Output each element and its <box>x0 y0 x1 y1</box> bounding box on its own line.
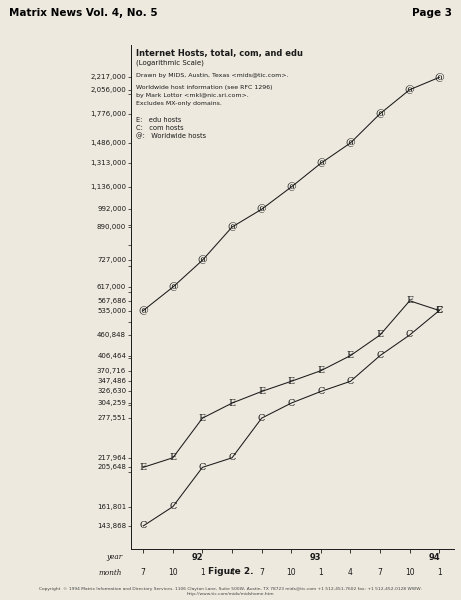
Text: E:   edu hosts: E: edu hosts <box>136 116 182 122</box>
Text: 992,000: 992,000 <box>97 206 126 212</box>
Text: 10: 10 <box>286 568 296 577</box>
Text: 10: 10 <box>405 568 414 577</box>
Text: 326,630: 326,630 <box>97 388 126 394</box>
Text: @: @ <box>375 109 385 118</box>
Text: 347,486: 347,486 <box>97 378 126 384</box>
Text: C: C <box>347 377 354 386</box>
Text: 727,000: 727,000 <box>97 257 126 263</box>
Text: C: C <box>140 521 147 530</box>
Text: E: E <box>436 306 443 315</box>
Text: 1,313,000: 1,313,000 <box>90 160 126 166</box>
Text: 1: 1 <box>200 568 205 577</box>
Text: C: C <box>406 331 414 340</box>
Text: C: C <box>317 387 325 396</box>
Text: Page 3: Page 3 <box>412 8 452 18</box>
Text: E: E <box>317 366 325 375</box>
Text: C: C <box>376 351 384 360</box>
Text: 1,486,000: 1,486,000 <box>90 140 126 146</box>
Text: 10: 10 <box>168 568 177 577</box>
Text: E: E <box>199 413 206 422</box>
Text: @: @ <box>138 306 148 315</box>
Text: 890,000: 890,000 <box>97 224 126 230</box>
Text: C: C <box>228 453 236 462</box>
Text: E: E <box>288 377 295 386</box>
Text: 535,000: 535,000 <box>97 308 126 314</box>
Text: 1: 1 <box>319 568 323 577</box>
Text: Drawn by MIDS, Austin, Texas <mids@tic.com>.: Drawn by MIDS, Austin, Texas <mids@tic.c… <box>136 73 289 78</box>
Text: @: @ <box>346 139 355 148</box>
Text: E: E <box>169 453 177 462</box>
Text: 7: 7 <box>259 568 264 577</box>
Text: @: @ <box>197 256 207 265</box>
Text: 370,716: 370,716 <box>97 368 126 374</box>
Text: Excludes MX-only domains.: Excludes MX-only domains. <box>136 101 222 106</box>
Text: E: E <box>229 398 236 407</box>
Text: E: E <box>258 387 265 396</box>
Text: C: C <box>258 413 266 422</box>
Text: 92: 92 <box>191 553 203 562</box>
Text: @: @ <box>405 85 414 94</box>
Text: @:   Worldwide hosts: @: Worldwide hosts <box>136 133 207 139</box>
Text: 567,686: 567,686 <box>97 298 126 304</box>
Text: 4: 4 <box>348 568 353 577</box>
Text: 205,648: 205,648 <box>97 464 126 470</box>
Text: 161,801: 161,801 <box>97 503 126 509</box>
Text: Figure 2.: Figure 2. <box>208 566 253 575</box>
Text: @: @ <box>227 223 237 232</box>
Text: @: @ <box>434 73 444 82</box>
Text: 304,259: 304,259 <box>97 400 126 406</box>
Text: Internet Hosts, total, com, and edu: Internet Hosts, total, com, and edu <box>136 49 303 58</box>
Text: 217,964: 217,964 <box>97 455 126 461</box>
Text: C: C <box>436 306 443 315</box>
Text: Worldwide host information (see RFC 1296): Worldwide host information (see RFC 1296… <box>136 85 273 90</box>
Text: @: @ <box>257 205 266 214</box>
Text: (Logarithmic Scale): (Logarithmic Scale) <box>136 59 204 66</box>
Text: 2,217,000: 2,217,000 <box>90 74 126 80</box>
Text: E: E <box>347 351 354 360</box>
Text: C:   com hosts: C: com hosts <box>136 125 184 131</box>
Text: 1,136,000: 1,136,000 <box>90 184 126 190</box>
Text: 617,000: 617,000 <box>97 284 126 290</box>
Text: Matrix News Vol. 4, No. 5: Matrix News Vol. 4, No. 5 <box>9 8 158 18</box>
Text: C: C <box>169 502 177 511</box>
Text: 7: 7 <box>141 568 146 577</box>
Text: 2,056,000: 2,056,000 <box>90 86 126 92</box>
Text: 460,848: 460,848 <box>97 332 126 338</box>
Text: 277,551: 277,551 <box>97 415 126 421</box>
Text: C: C <box>199 463 206 472</box>
Text: 7: 7 <box>378 568 383 577</box>
Text: @: @ <box>316 159 326 168</box>
Text: year: year <box>106 553 122 561</box>
Text: 143,868: 143,868 <box>97 523 126 529</box>
Text: 94: 94 <box>428 553 440 562</box>
Text: E: E <box>406 296 413 305</box>
Text: by Mark Lottor <mkl@nic.sri.com>.: by Mark Lottor <mkl@nic.sri.com>. <box>136 93 249 98</box>
Text: E: E <box>377 331 384 340</box>
Text: 1,776,000: 1,776,000 <box>90 111 126 117</box>
Text: month: month <box>99 569 122 577</box>
Text: 93: 93 <box>310 553 321 562</box>
Text: @: @ <box>168 283 178 292</box>
Text: 1: 1 <box>437 568 442 577</box>
Text: 4: 4 <box>230 568 235 577</box>
Text: E: E <box>140 463 147 472</box>
Text: @: @ <box>286 182 296 191</box>
Text: 406,464: 406,464 <box>97 353 126 359</box>
Text: C: C <box>288 398 295 407</box>
Text: Copyright  © 1994 Matrix Information and Directory Services. 1106 Clayton Lane, : Copyright © 1994 Matrix Information and … <box>39 587 422 596</box>
